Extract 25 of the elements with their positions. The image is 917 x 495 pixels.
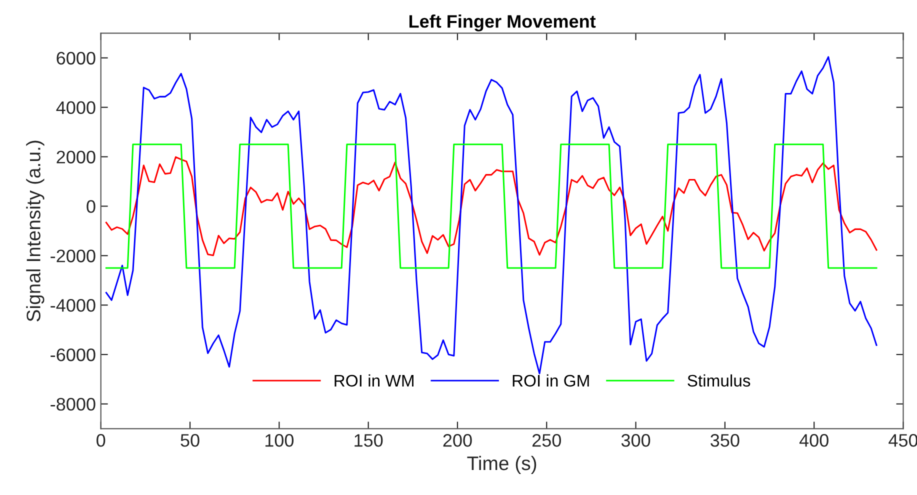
x-axis-title: Time (s) [467,456,536,474]
x-tick-label: 150 [354,434,383,447]
y-tick-label: 2000 [56,150,96,164]
x-tick-label: 0 [96,434,106,447]
y-tick-label: 4000 [56,101,96,114]
legend-label: ROI in WM [334,374,414,387]
line-series [105,156,878,256]
chart-title: Left Finger Movement [409,14,596,32]
x-tick-label: 400 [799,434,828,447]
x-tick-label: 350 [710,434,740,447]
legend-label: ROI in GM [512,374,589,387]
x-tick-label: 50 [180,434,200,447]
x-tick-label: 200 [443,434,472,447]
x-tick-label: 300 [621,434,650,447]
legend-label: Stimulus [688,374,750,387]
y-tick-label: -8000 [50,398,96,411]
line-series [105,56,878,374]
y-tick-label: -4000 [50,299,96,312]
y-tick-label: -6000 [50,348,96,362]
x-tick-label: 100 [265,434,294,447]
x-tick-label: 250 [532,434,561,447]
y-axis-title: Signal Intensity (a.u.) [26,140,44,322]
y-tick-label: -2000 [50,250,96,262]
y-tick-label: 0 [86,200,96,213]
y-tick-label: 6000 [56,52,96,65]
